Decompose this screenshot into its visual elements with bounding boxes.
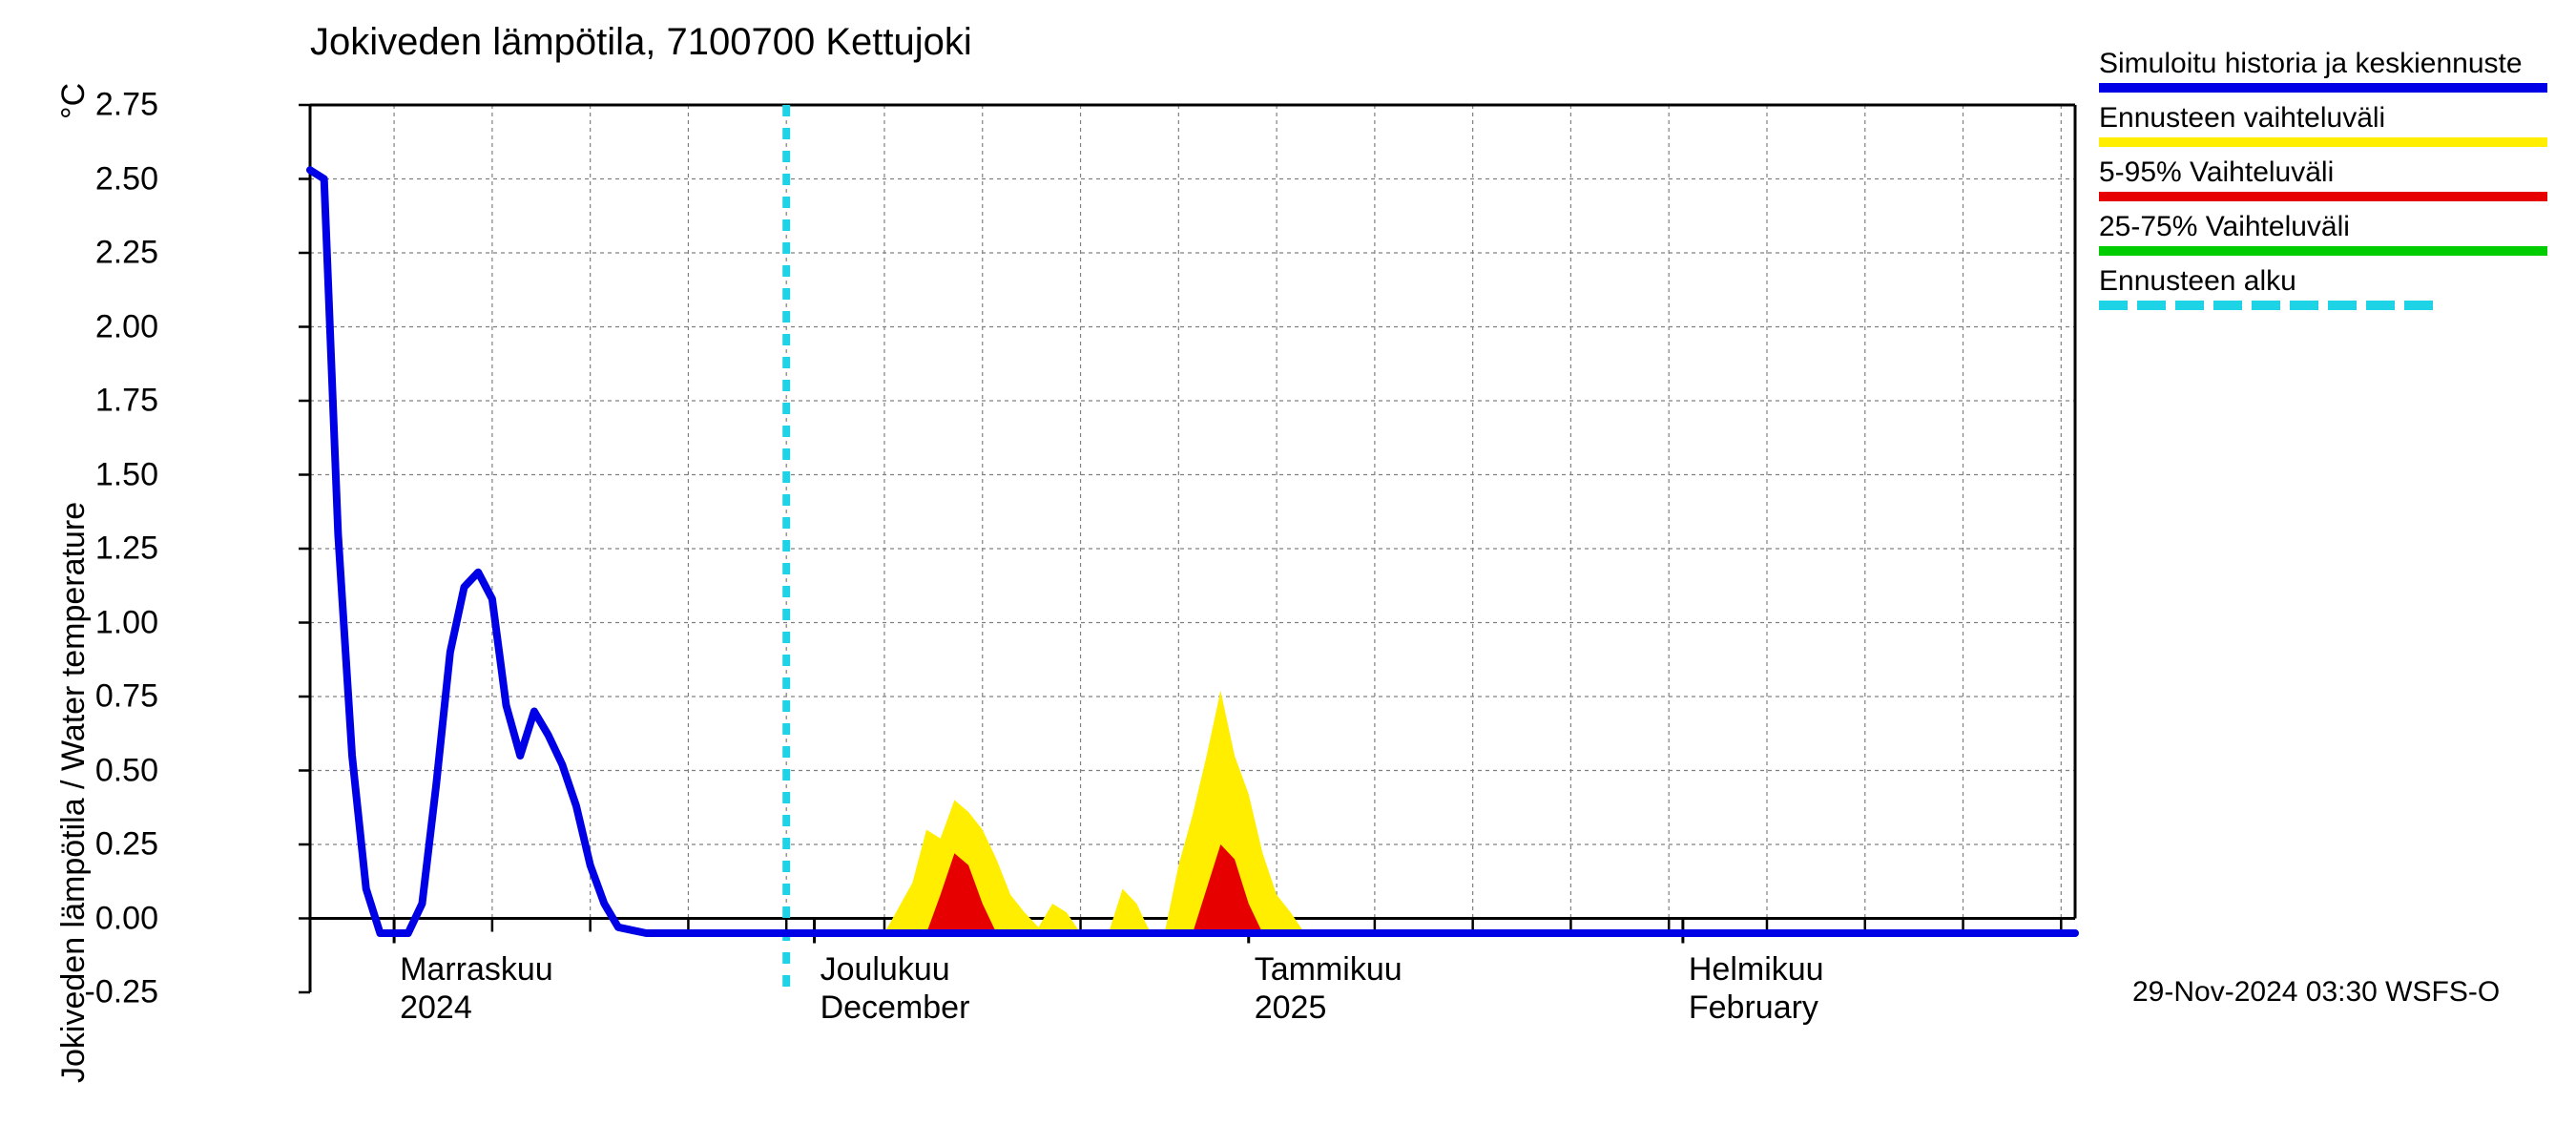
- legend-item: Ennusteen vaihteluväli: [2099, 102, 2547, 147]
- y-tick-label: 0.75: [44, 678, 158, 716]
- chart-page: Jokiveden lämpötila / Water temperature …: [0, 0, 2576, 1145]
- y-tick-label: 0.00: [44, 900, 158, 937]
- x-month-label: Joulukuu: [821, 951, 950, 989]
- y-tick-label: 1.00: [44, 604, 158, 641]
- y-tick-label: 0.50: [44, 752, 158, 789]
- x-month-sublabel: February: [1689, 989, 1818, 1027]
- y-tick-label: 1.50: [44, 456, 158, 493]
- legend-item: Ennusteen alku: [2099, 265, 2547, 310]
- x-month-sublabel: December: [821, 989, 970, 1027]
- legend-swatch: [2099, 83, 2547, 93]
- legend-swatch: [2099, 246, 2547, 256]
- x-month-sublabel: 2024: [400, 989, 472, 1027]
- legend-swatch: [2099, 137, 2547, 147]
- plot-area: [310, 105, 2075, 992]
- y-tick-label: 0.25: [44, 826, 158, 864]
- y-tick-label: 2.50: [44, 160, 158, 198]
- legend-item: 5-95% Vaihteluväli: [2099, 156, 2547, 201]
- y-tick-label: 2.75: [44, 87, 158, 124]
- plot-svg: [310, 105, 2075, 992]
- legend-label: 25-75% Vaihteluväli: [2099, 211, 2547, 242]
- y-tick-label: 2.00: [44, 308, 158, 345]
- legend-item: Simuloitu historia ja keskiennuste: [2099, 48, 2547, 93]
- legend-label: 5-95% Vaihteluväli: [2099, 156, 2547, 188]
- x-month-sublabel: 2025: [1255, 989, 1327, 1027]
- legend-label: Ennusteen vaihteluväli: [2099, 102, 2547, 134]
- x-month-label: Helmikuu: [1689, 951, 1824, 989]
- timestamp-label: 29-Nov-2024 03:30 WSFS-O: [2132, 976, 2500, 1009]
- y-tick-label: 1.75: [44, 383, 158, 420]
- y-tick-label: 1.25: [44, 531, 158, 568]
- y-tick-label: -0.25: [44, 974, 158, 1011]
- legend-swatch: [2099, 192, 2547, 201]
- x-month-label: Tammikuu: [1255, 951, 1402, 989]
- x-month-label: Marraskuu: [400, 951, 553, 989]
- legend-label: Simuloitu historia ja keskiennuste: [2099, 48, 2547, 79]
- legend-swatch: [2099, 301, 2547, 310]
- y-tick-label: 2.25: [44, 235, 158, 272]
- legend-label: Ennusteen alku: [2099, 265, 2547, 297]
- y-axis-label-group: Jokiveden lämpötila / Water temperature …: [8, 48, 65, 1097]
- legend-item: 25-75% Vaihteluväli: [2099, 211, 2547, 256]
- legend: Simuloitu historia ja keskiennuste Ennust…: [2099, 48, 2547, 320]
- chart-title: Jokiveden lämpötila, 7100700 Kettujoki: [310, 21, 972, 64]
